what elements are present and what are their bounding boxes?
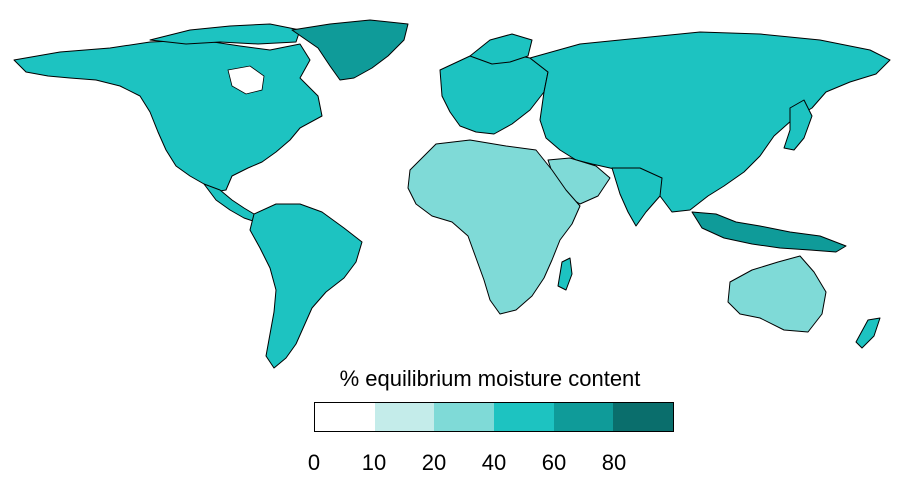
legend-swatch-1 — [374, 403, 435, 431]
legend-tick-label: 20 — [421, 450, 447, 475]
legend-title: % equilibrium moisture content — [339, 366, 641, 391]
legend-swatch-3 — [494, 403, 554, 431]
hudson-bay — [227, 65, 265, 95]
legend-tick-label: 80 — [601, 450, 627, 475]
india — [611, 167, 663, 227]
continents-layer — [13, 19, 891, 369]
legend-tick-label: 10 — [361, 450, 387, 475]
europe — [439, 51, 549, 135]
legend-tick-label: 40 — [481, 450, 507, 475]
legend-swatch-2 — [434, 403, 495, 431]
scandinavia — [469, 33, 533, 65]
australia — [727, 255, 827, 333]
legend-swatch-4 — [553, 403, 614, 431]
south-america — [249, 203, 363, 369]
greenland — [291, 19, 409, 81]
japan — [783, 99, 813, 151]
legend-tick-label: 0 — [307, 450, 321, 475]
legend-tick-label: 60 — [541, 450, 567, 475]
arctic-islands — [149, 23, 301, 45]
north-america — [13, 39, 323, 193]
asia — [529, 31, 891, 213]
africa — [407, 139, 581, 315]
legend-swatch-5 — [613, 403, 674, 431]
legend-swatch-0 — [315, 403, 375, 431]
new-zealand — [855, 317, 881, 349]
southeast-asia-islands — [691, 211, 847, 253]
legend-color-bar — [314, 402, 674, 432]
madagascar — [557, 257, 573, 291]
